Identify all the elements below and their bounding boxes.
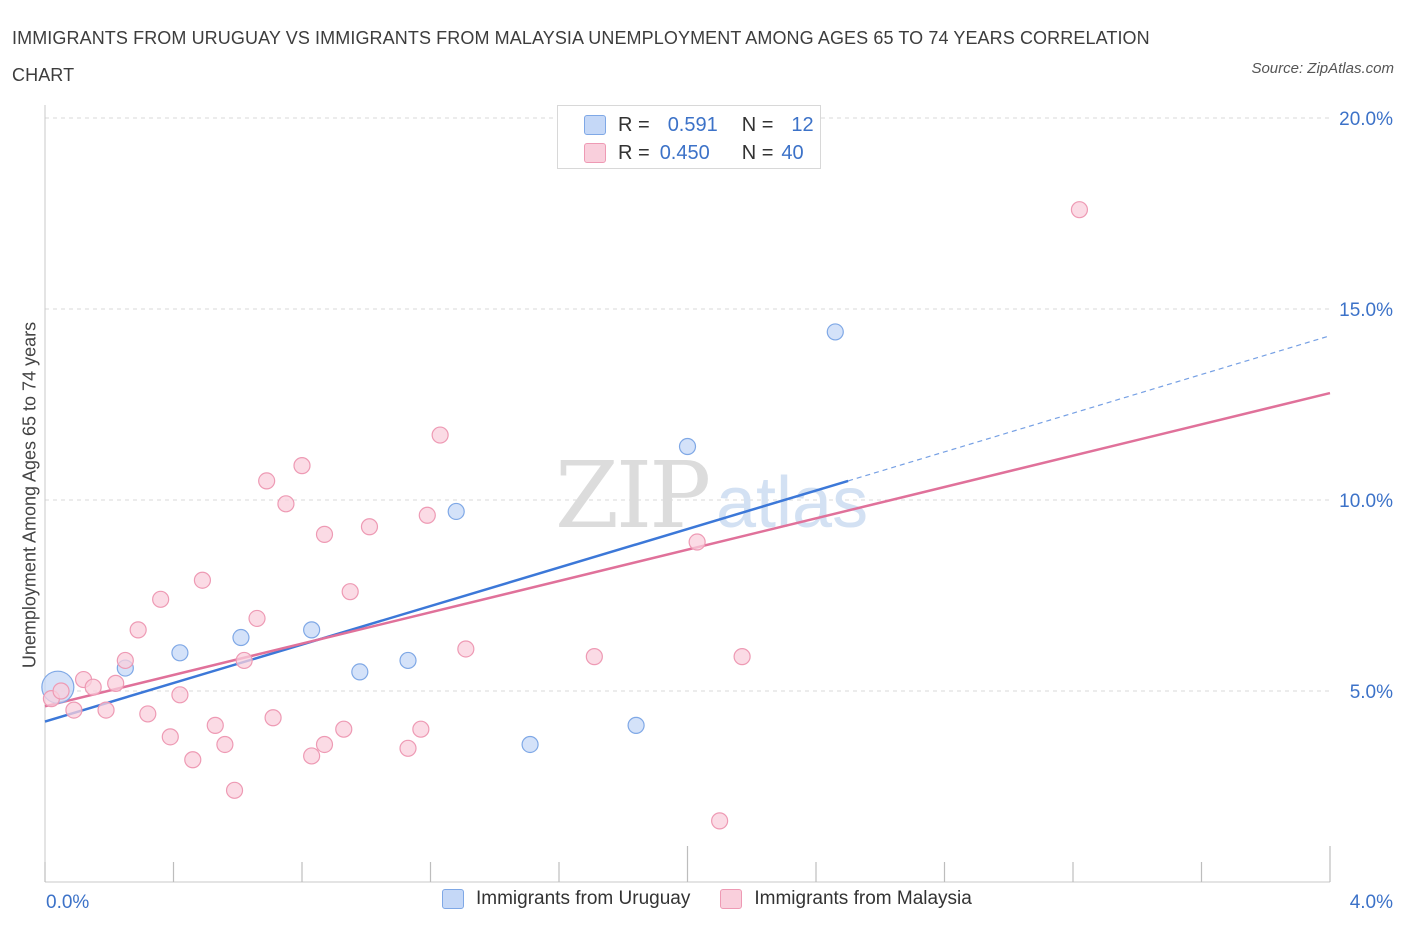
malaysia-point bbox=[248, 609, 266, 628]
gridlines bbox=[45, 117, 1330, 692]
uruguay-point bbox=[627, 716, 645, 734]
svg-text:atlas: atlas bbox=[716, 463, 868, 543]
malaysia-point bbox=[52, 682, 70, 700]
malaysia-point bbox=[457, 640, 475, 658]
malaysia-point bbox=[107, 674, 125, 692]
malaysia-point bbox=[399, 739, 417, 757]
malaysia-point bbox=[711, 812, 729, 830]
malaysia-point bbox=[341, 583, 359, 601]
data-points bbox=[41, 201, 1089, 830]
legend-row-uruguay: R = 0.591 N = 12 bbox=[584, 111, 814, 139]
uruguay-r-value: 0.591 bbox=[667, 113, 718, 136]
malaysia-point bbox=[418, 506, 436, 524]
malaysia-point bbox=[139, 705, 157, 723]
chart-title: IMMIGRANTS FROM URUGUAY VS IMMIGRANTS FR… bbox=[12, 28, 1150, 85]
malaysia-point bbox=[315, 525, 334, 543]
malaysia-legend-swatch bbox=[720, 889, 743, 909]
malaysia-point bbox=[152, 590, 170, 608]
malaysia-point bbox=[1070, 201, 1089, 219]
malaysia-trend-line bbox=[44, 391, 1331, 708]
watermark: ZIP atlas bbox=[555, 442, 868, 549]
correlation-legend: R = 0.591 N = 12 R = 0.450 N = 40 bbox=[557, 105, 821, 169]
malaysia-point bbox=[116, 651, 134, 670]
malaysia-r-value: 0.450 bbox=[659, 141, 710, 164]
axes bbox=[44, 105, 1331, 883]
malaysia-n-value: 40 bbox=[781, 141, 804, 164]
malaysia-swatch bbox=[584, 143, 606, 163]
uruguay-point bbox=[232, 628, 250, 647]
malaysia-point bbox=[315, 735, 334, 754]
malaysia-point bbox=[129, 621, 147, 639]
uruguay-point bbox=[447, 502, 465, 521]
y-tick-label: 20.0% bbox=[1339, 109, 1393, 130]
malaysia-point bbox=[171, 686, 189, 704]
malaysia-point bbox=[206, 716, 224, 734]
malaysia-n-label: N = bbox=[741, 141, 774, 164]
malaysia-point bbox=[277, 495, 295, 513]
source-note: Source: ZipAtlas.com bbox=[1251, 60, 1394, 77]
uruguay-point bbox=[678, 437, 697, 456]
malaysia-point bbox=[258, 472, 276, 490]
malaysia-point bbox=[585, 648, 603, 666]
uruguay-legend-swatch bbox=[442, 889, 464, 909]
y-tick-label: 5.0% bbox=[1350, 682, 1393, 703]
x-tick-label: 4.0% bbox=[1350, 892, 1393, 913]
malaysia-point bbox=[84, 678, 102, 696]
x-tick-label: 0.0% bbox=[46, 892, 89, 913]
legend-item-uruguay[interactable]: Immigrants from Uruguay bbox=[442, 888, 690, 910]
uruguay-point bbox=[303, 621, 321, 639]
malaysia-point bbox=[431, 426, 449, 444]
y-tick-label: 10.0% bbox=[1339, 491, 1393, 512]
malaysia-point bbox=[264, 709, 282, 727]
uruguay-point bbox=[826, 323, 844, 341]
malaysia-point bbox=[65, 701, 83, 719]
malaysia-point bbox=[412, 720, 430, 738]
uruguay-n-value: 12 bbox=[791, 113, 814, 136]
malaysia-point bbox=[360, 518, 379, 536]
uruguay-trend-line bbox=[44, 479, 849, 723]
trend-lines bbox=[44, 335, 1331, 723]
uruguay-swatch bbox=[584, 115, 606, 135]
malaysia-point bbox=[335, 720, 353, 738]
malaysia-point bbox=[216, 735, 234, 754]
uruguay-point bbox=[171, 644, 189, 662]
svg-text:ZIP: ZIP bbox=[555, 442, 708, 549]
uruguay-n-label: N = bbox=[741, 113, 774, 136]
series-legend: Immigrants from Uruguay Immigrants from … bbox=[442, 888, 1002, 910]
malaysia-point bbox=[293, 457, 311, 475]
legend-row-malaysia: R = 0.450 N = 40 bbox=[584, 139, 804, 167]
uruguay-point bbox=[521, 735, 539, 754]
malaysia-point bbox=[303, 747, 321, 765]
malaysia-point bbox=[225, 781, 244, 799]
malaysia-point bbox=[97, 701, 115, 719]
uruguay-point bbox=[351, 663, 369, 681]
malaysia-r-label: R = bbox=[618, 141, 650, 164]
uruguay-r-label: R = bbox=[618, 113, 650, 136]
malaysia-point bbox=[193, 571, 212, 589]
tick-labels: 5.0% 10.0% 15.0% 20.0% 0.0% 4.0% bbox=[46, 109, 1393, 913]
uruguay-trend-extension bbox=[847, 335, 1331, 482]
uruguay-legend-label: Immigrants from Uruguay bbox=[476, 888, 691, 909]
malaysia-point bbox=[733, 648, 751, 666]
uruguay-point bbox=[399, 651, 417, 670]
malaysia-point bbox=[235, 651, 253, 670]
y-tick-label: 15.0% bbox=[1339, 300, 1393, 321]
malaysia-legend-label: Immigrants from Malaysia bbox=[754, 888, 972, 909]
malaysia-point bbox=[161, 728, 179, 746]
legend-item-malaysia[interactable]: Immigrants from Malaysia bbox=[720, 888, 972, 910]
malaysia-point bbox=[688, 533, 706, 551]
malaysia-point bbox=[184, 751, 202, 769]
